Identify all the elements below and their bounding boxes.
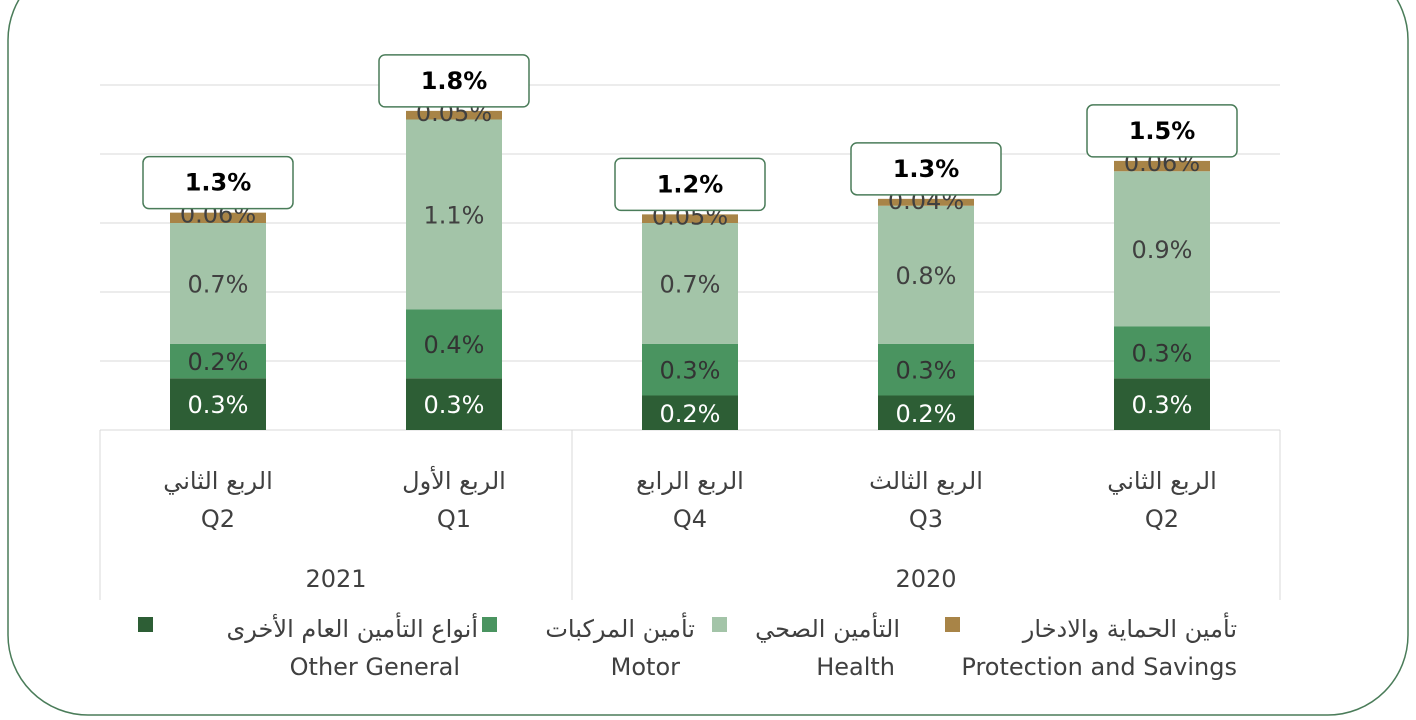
data-label: 0.3%	[424, 391, 485, 419]
bar-segment	[170, 212, 266, 223]
bar-segment	[170, 223, 266, 344]
bar-segment	[878, 205, 974, 344]
total-box	[614, 157, 766, 212]
data-label: 0.3%	[896, 357, 957, 385]
legend-label-en: Other General	[290, 653, 460, 681]
data-label: 0.9%	[1132, 236, 1193, 264]
bar-segment	[1114, 378, 1210, 430]
x-tick-label-ar: الربع الأول	[402, 466, 506, 495]
bar-segment	[1114, 326, 1210, 379]
x-tick-label: Q1	[437, 505, 471, 533]
x-tick-label: Q2	[1145, 505, 1179, 533]
bar-segment	[1114, 171, 1210, 327]
bar-segment	[1114, 160, 1210, 172]
legend-label: تأمين المركبات	[545, 612, 695, 643]
data-label: 0.3%	[188, 391, 249, 419]
total-label: 1.3%	[893, 155, 960, 183]
bar-segment	[406, 378, 502, 430]
legend-label-en: Motor	[611, 653, 680, 681]
total-label: 1.8%	[421, 67, 488, 95]
data-label: 0.7%	[188, 270, 249, 298]
legend-label: أنواع التأمين العام الأخرى	[227, 612, 478, 643]
data-label: 0.3%	[660, 357, 721, 385]
bar-segment	[642, 214, 738, 223]
frame	[7, 0, 1409, 716]
x-tick-label-ar: الربع الثاني	[163, 467, 273, 495]
x-tick-label: Q4	[673, 505, 707, 533]
x-tick-label-ar: الربع الثاني	[1107, 467, 1217, 495]
total-label: 1.2%	[657, 170, 724, 198]
x-tick-label-ar: الربع الثالث	[869, 467, 983, 495]
data-label: 0.2%	[896, 400, 957, 428]
bar-segment	[406, 119, 502, 310]
total-box	[378, 54, 530, 108]
bar-segment	[170, 343, 266, 379]
bar-segment	[878, 395, 974, 430]
bar-segment	[406, 309, 502, 379]
total-label: 1.5%	[1129, 117, 1196, 145]
legend-label: تأمين الحماية والادخار	[1022, 612, 1237, 643]
data-label: 0.2%	[188, 348, 249, 376]
bar-segment	[170, 378, 266, 430]
x-tick-label-ar: الربع الرابع	[636, 467, 744, 495]
bar-segment	[642, 223, 738, 344]
legend-label-en: Health	[816, 653, 895, 681]
total-box	[1086, 104, 1238, 158]
total-box	[850, 142, 1002, 196]
bar-segment	[878, 198, 974, 206]
data-label: 0.3%	[1132, 391, 1193, 419]
bar-segment	[642, 395, 738, 430]
data-label: 0.8%	[896, 262, 957, 290]
legend-label: التأمين الصحي	[755, 612, 900, 643]
legend-label-en: Protection and Savings	[961, 653, 1237, 681]
bar-segment	[406, 110, 502, 120]
legend-swatch	[945, 617, 960, 632]
group-label: 2021	[305, 565, 366, 593]
group-label: 2020	[895, 565, 956, 593]
x-tick-label: Q3	[909, 505, 943, 533]
data-label: 0.7%	[660, 270, 721, 298]
data-label: 0.2%	[660, 400, 721, 428]
data-label: 0.4%	[424, 331, 485, 359]
data-label: 0.3%	[1132, 339, 1193, 367]
legend-swatch	[482, 617, 497, 632]
total-label: 1.3%	[185, 169, 252, 197]
x-tick-label: Q2	[201, 505, 235, 533]
legend-swatch	[712, 617, 727, 632]
total-box	[142, 155, 294, 210]
bar-segment	[642, 343, 738, 396]
bar-segment	[878, 343, 974, 396]
legend-swatch	[138, 617, 153, 632]
data-label: 1.1%	[424, 201, 485, 229]
